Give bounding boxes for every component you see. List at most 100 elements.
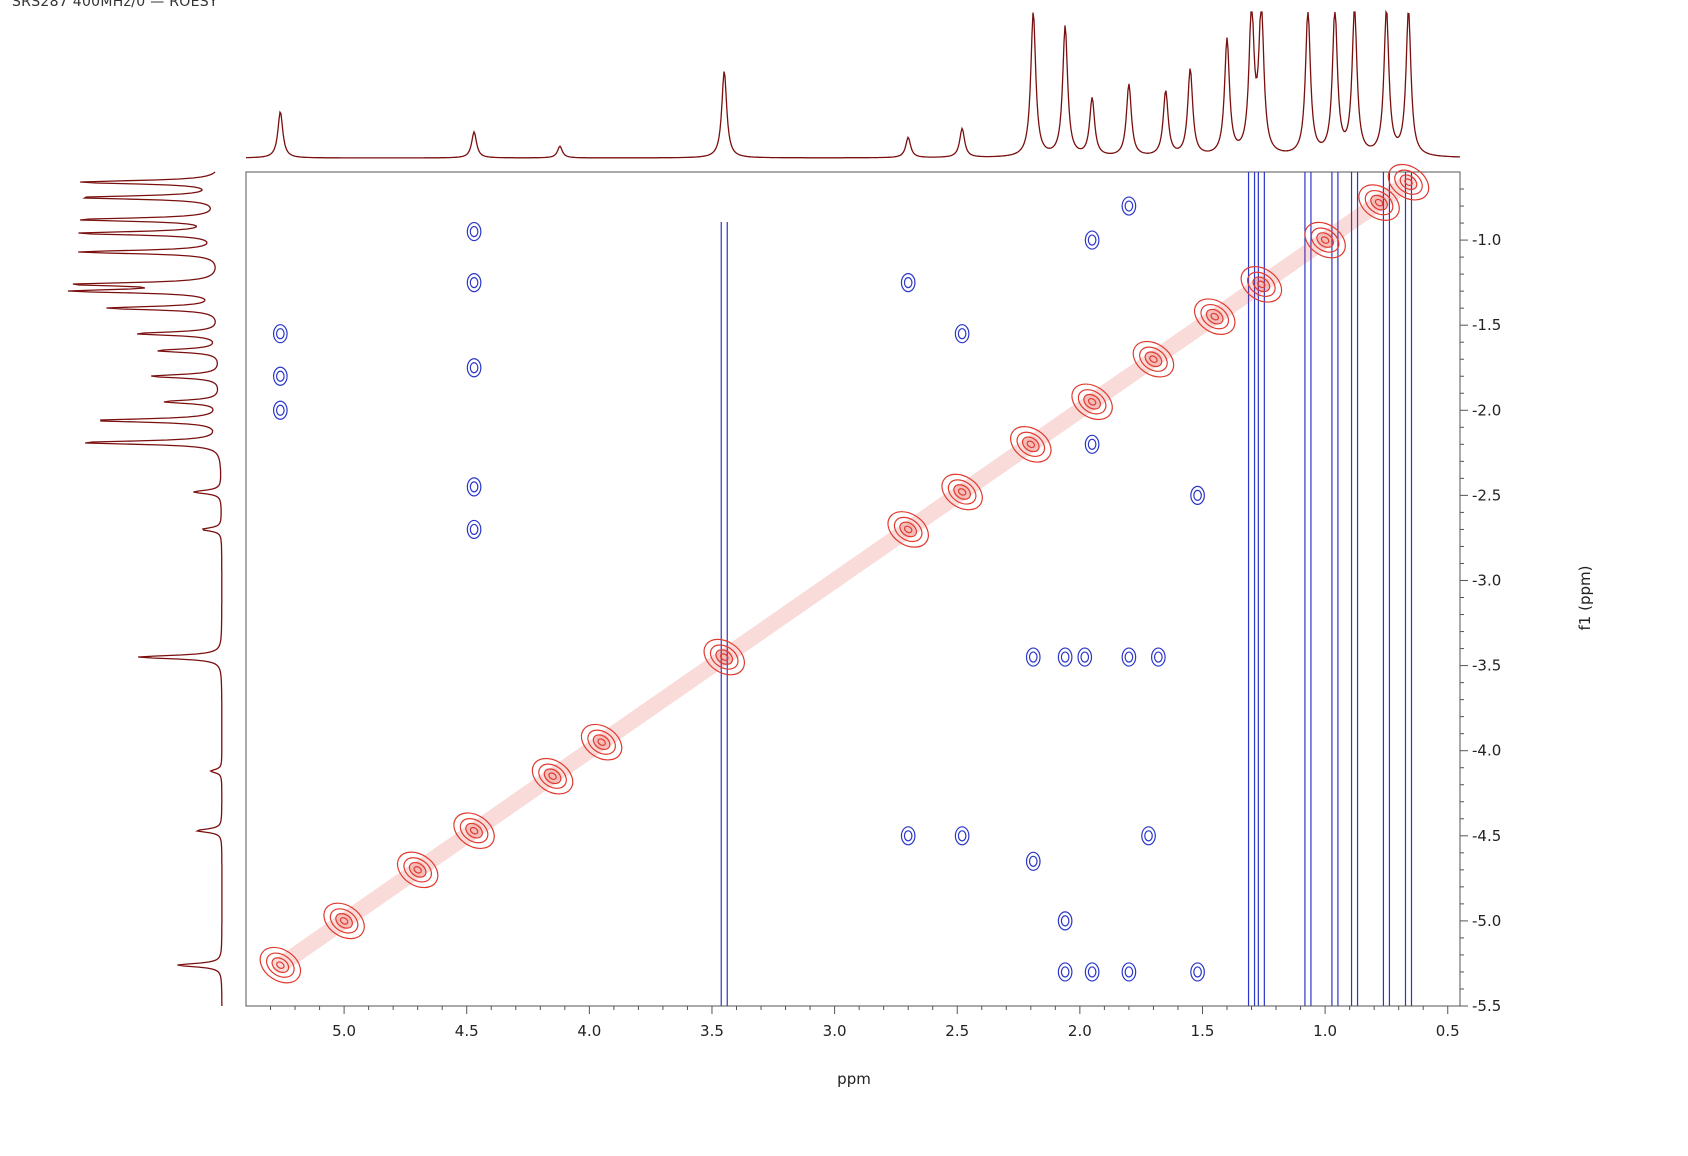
vertical-streak — [1247, 172, 1256, 1006]
cross-peak — [1141, 826, 1156, 846]
diagonal-peak — [1016, 431, 1046, 458]
cross-peak — [1060, 915, 1070, 927]
vertical-streak — [1350, 172, 1359, 1006]
diagonal-peak — [276, 961, 285, 969]
x-axis-label: ppm — [837, 1070, 871, 1088]
diagonal-peak — [1087, 397, 1097, 406]
x-tick-label: 0.5 — [1436, 1022, 1460, 1040]
cross-peak — [1084, 230, 1100, 250]
diagonal-band — [1206, 276, 1270, 325]
cross-peak — [469, 362, 479, 374]
diagonal-peak — [597, 738, 606, 747]
cross-peak — [1193, 966, 1202, 978]
diagonal-peak — [957, 488, 967, 496]
diagonal-peak — [1077, 389, 1107, 415]
cross-peak — [1060, 651, 1070, 663]
cross-peak — [954, 826, 970, 846]
cross-peak — [1153, 651, 1163, 663]
x-tick-label: 2.5 — [945, 1022, 969, 1040]
cross-peak — [1057, 962, 1073, 982]
diagonal-peak — [396, 851, 439, 889]
diagonal-peak — [265, 952, 295, 978]
diagonal-peak — [887, 511, 929, 548]
cross-peak — [275, 370, 285, 382]
x-tick-label: 4.5 — [455, 1022, 479, 1040]
cross-peak — [1025, 647, 1041, 667]
diagonal-peak — [1193, 298, 1236, 336]
cross-peak — [1084, 962, 1100, 982]
cross-peak — [1190, 962, 1205, 982]
cross-peak — [1057, 647, 1073, 667]
cross-peak — [1028, 855, 1038, 867]
diagonal-peak — [538, 763, 567, 789]
left-projection-trace — [67, 171, 223, 1006]
cross-peak — [469, 225, 479, 238]
y-tick-label: -1.5 — [1472, 316, 1501, 334]
cross-peak — [275, 404, 285, 416]
diagonal-peak — [1149, 355, 1158, 364]
diagonal-band — [544, 734, 610, 785]
diagonal-peak — [1399, 174, 1418, 191]
diagonal-peak — [1370, 194, 1388, 211]
cross-peak — [1193, 489, 1202, 501]
diagonal-peak — [543, 768, 562, 785]
diagonal-peak — [580, 723, 623, 761]
cross-peak — [900, 826, 916, 846]
cross-peak — [1025, 851, 1041, 871]
diagonal-peak — [469, 826, 479, 835]
spectrum-title: SRS287 400MHz/0 — ROESY — [12, 0, 218, 10]
diagonal-band — [900, 483, 971, 538]
diagonal-peak — [1252, 276, 1271, 293]
cross-peak — [1121, 647, 1137, 667]
cross-peak-contours — [272, 196, 1205, 982]
cross-peak — [1028, 651, 1038, 663]
cross-peak — [1124, 966, 1134, 978]
x-tick-label: 4.0 — [577, 1022, 601, 1040]
cross-peak — [466, 519, 482, 540]
diagonal-peak — [1364, 189, 1394, 216]
diagonal-band — [466, 768, 561, 839]
cross-peak — [903, 277, 913, 289]
diagonal-band — [336, 861, 426, 929]
diagonal-peak — [1394, 169, 1423, 195]
diagonal-peak — [1139, 346, 1168, 372]
diagonal-contours — [259, 163, 1430, 984]
diagonal-peak — [329, 908, 359, 934]
cross-peak — [466, 358, 482, 378]
diagonal-peak — [941, 473, 983, 511]
diagonal-peak — [1320, 236, 1330, 244]
y-tick-label: -1.0 — [1472, 231, 1501, 249]
diagonal-peak — [413, 866, 422, 874]
diagonal-peak — [1026, 440, 1036, 449]
x-tick-label: 5.0 — [332, 1022, 356, 1040]
cross-peak — [469, 523, 479, 536]
vertical-streak — [1331, 172, 1339, 1006]
x-tick-label: 3.5 — [700, 1022, 724, 1040]
diagonal-peak — [1205, 308, 1224, 325]
diagonal-peak — [271, 957, 290, 974]
cross-peak — [1124, 651, 1134, 663]
diagonal-peak — [587, 729, 616, 755]
cross-peak — [1077, 647, 1093, 667]
cross-peak — [466, 221, 482, 242]
diagonal-peak — [339, 917, 349, 925]
diagonal-peak — [893, 516, 923, 543]
diagonal-peak — [1010, 425, 1052, 463]
diagonal-peak — [903, 525, 913, 534]
y-tick-label: -4.0 — [1472, 742, 1501, 760]
left-projection-spectrum — [67, 171, 223, 1006]
cross-peak — [1087, 966, 1097, 978]
vertical-streaks — [720, 172, 1413, 1006]
cross-peak — [469, 277, 479, 289]
diagonal-peak — [1071, 383, 1113, 421]
diagonal-peak — [323, 902, 365, 940]
y-tick-label: -2.0 — [1472, 401, 1501, 419]
y-axis-label: f1 (ppm) — [1576, 566, 1594, 631]
diagonal-peak — [899, 521, 918, 538]
diagonal-peak — [1132, 340, 1175, 378]
top-projection-trace — [246, 9, 1460, 159]
cross-peak — [957, 328, 967, 340]
cross-peak — [1124, 200, 1134, 212]
cross-peak — [272, 324, 288, 344]
